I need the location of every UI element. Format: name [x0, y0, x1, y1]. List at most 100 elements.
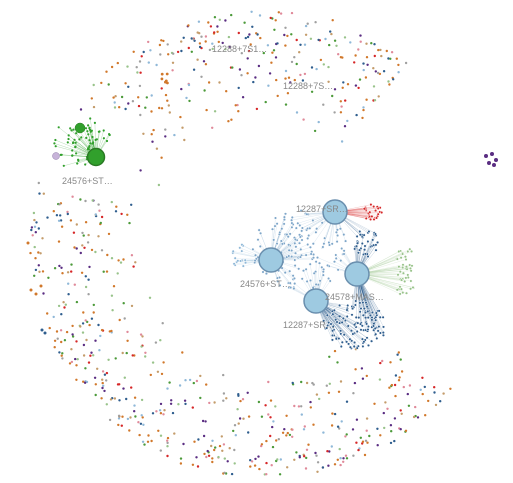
isolated-node[interactable] [233, 462, 236, 465]
isolated-node[interactable] [179, 462, 183, 465]
isolated-node[interactable] [101, 370, 105, 373]
isolated-node[interactable] [164, 135, 167, 138]
isolated-node[interactable] [342, 460, 345, 463]
cluster-node[interactable] [381, 333, 385, 337]
isolated-node[interactable] [139, 169, 142, 172]
isolated-node[interactable] [344, 99, 347, 102]
cluster-node[interactable] [362, 340, 366, 344]
isolated-node[interactable] [275, 78, 278, 82]
isolated-node[interactable] [100, 397, 103, 400]
cluster-node[interactable] [86, 130, 89, 133]
cluster-node[interactable] [321, 273, 325, 277]
isolated-node[interactable] [285, 414, 288, 417]
isolated-node[interactable] [92, 354, 95, 357]
isolated-node[interactable] [281, 431, 285, 434]
isolated-node[interactable] [416, 416, 420, 419]
isolated-node[interactable] [390, 383, 394, 387]
isolated-node[interactable] [180, 87, 183, 91]
isolated-node[interactable] [158, 409, 162, 412]
cluster-node[interactable] [253, 253, 258, 257]
cluster-node[interactable] [241, 264, 245, 268]
isolated-node[interactable] [150, 439, 153, 443]
isolated-node[interactable] [354, 368, 357, 371]
isolated-node[interactable] [94, 393, 97, 397]
isolated-node[interactable] [160, 156, 163, 159]
cluster-node[interactable] [372, 243, 376, 247]
isolated-node[interactable] [181, 126, 184, 129]
cluster-node[interactable] [374, 216, 379, 220]
cluster-node[interactable] [285, 232, 289, 237]
cluster-node[interactable] [359, 328, 363, 332]
isolated-node[interactable] [123, 376, 127, 379]
isolated-node[interactable] [33, 245, 36, 249]
cluster-node[interactable] [288, 232, 292, 236]
cluster-node[interactable] [232, 262, 236, 266]
cluster-node[interactable] [278, 283, 282, 287]
isolated-node[interactable] [178, 384, 182, 387]
cluster-node[interactable] [336, 268, 340, 272]
cluster-node[interactable] [406, 273, 410, 277]
isolated-node[interactable] [364, 439, 368, 442]
isolated-node[interactable] [394, 374, 398, 377]
isolated-node[interactable] [82, 311, 85, 314]
isolated-node[interactable] [330, 32, 333, 36]
isolated-node[interactable] [60, 354, 63, 357]
isolated-node[interactable] [69, 219, 73, 222]
isolated-node[interactable] [112, 285, 116, 288]
isolated-node[interactable] [379, 361, 382, 365]
isolated-node[interactable] [183, 399, 187, 402]
isolated-node[interactable] [92, 303, 96, 307]
isolated-node[interactable] [75, 364, 78, 367]
isolated-node[interactable] [286, 34, 289, 38]
isolated-node[interactable] [60, 340, 63, 344]
isolated-node[interactable] [260, 443, 264, 446]
isolated-node[interactable] [309, 400, 312, 404]
isolated-node[interactable] [355, 113, 358, 117]
isolated-node[interactable] [87, 361, 91, 364]
isolated-node[interactable] [130, 304, 134, 308]
isolated-node[interactable] [423, 385, 426, 389]
isolated-node[interactable] [213, 110, 217, 113]
isolated-node[interactable] [35, 221, 38, 224]
isolated-node[interactable] [185, 96, 188, 100]
isolated-node[interactable] [160, 87, 163, 90]
isolated-node[interactable] [155, 63, 158, 67]
cluster-node[interactable] [293, 237, 297, 241]
isolated-node[interactable] [487, 161, 491, 165]
cluster-node[interactable] [362, 307, 366, 311]
isolated-node[interactable] [216, 25, 219, 28]
isolated-node[interactable] [365, 56, 369, 59]
cluster-node[interactable] [273, 224, 277, 228]
cluster-node[interactable] [292, 287, 296, 291]
isolated-node[interactable] [233, 448, 236, 452]
isolated-node[interactable] [107, 232, 111, 236]
isolated-node[interactable] [79, 198, 82, 201]
isolated-node[interactable] [439, 400, 442, 403]
cluster-node[interactable] [404, 265, 408, 269]
isolated-node[interactable] [267, 380, 270, 384]
isolated-node[interactable] [140, 414, 143, 417]
isolated-node[interactable] [71, 195, 74, 198]
isolated-node[interactable] [138, 60, 142, 63]
isolated-node[interactable] [134, 261, 137, 264]
isolated-node[interactable] [257, 400, 261, 404]
isolated-node[interactable] [218, 18, 221, 21]
isolated-node[interactable] [298, 51, 301, 54]
isolated-node[interactable] [225, 90, 228, 93]
cluster-node[interactable] [322, 319, 326, 323]
cluster-node[interactable] [71, 154, 74, 157]
isolated-node[interactable] [361, 116, 364, 120]
isolated-node[interactable] [388, 386, 391, 389]
isolated-node[interactable] [433, 391, 436, 394]
isolated-node[interactable] [33, 274, 36, 277]
isolated-node[interactable] [237, 31, 240, 35]
cluster-node[interactable] [299, 247, 303, 251]
isolated-node[interactable] [167, 104, 170, 107]
cluster-node[interactable] [305, 212, 309, 216]
isolated-node[interactable] [343, 125, 347, 128]
isolated-node[interactable] [53, 339, 57, 342]
cluster-node[interactable] [72, 128, 75, 131]
isolated-node[interactable] [203, 89, 206, 92]
isolated-node[interactable] [41, 270, 45, 273]
